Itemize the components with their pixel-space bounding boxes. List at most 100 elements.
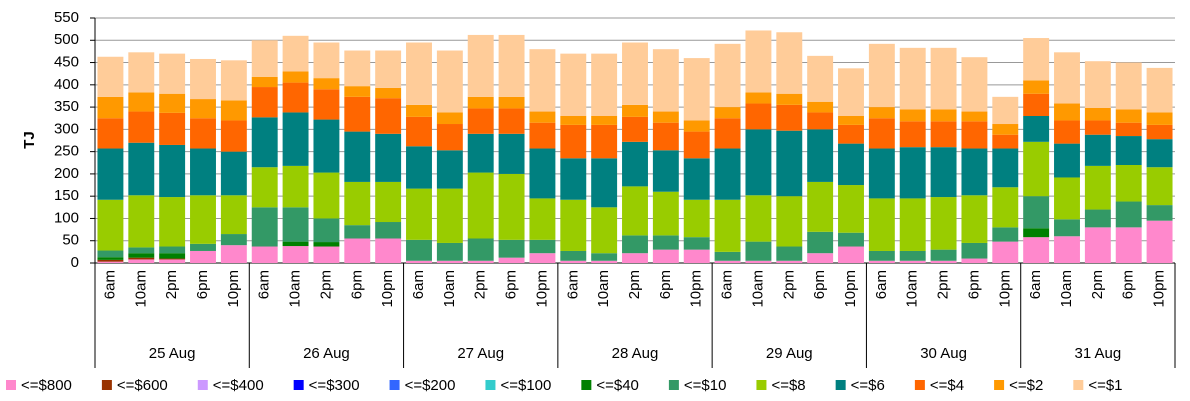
y-tick-label: 500 xyxy=(54,31,79,48)
x-tick-label: 6am xyxy=(256,270,273,299)
bar-segment xyxy=(961,258,988,263)
y-tick-label: 50 xyxy=(62,232,79,249)
bar-segment xyxy=(899,260,926,263)
bar-segment xyxy=(745,260,772,263)
bar-segment xyxy=(251,87,278,118)
bar-segment xyxy=(282,241,309,247)
bar-segment xyxy=(745,92,772,104)
y-axis-label: TJ xyxy=(21,131,38,149)
bar-segment xyxy=(1146,67,1173,113)
bar-segment xyxy=(838,143,864,186)
bar-segment xyxy=(622,186,648,236)
bar-segment xyxy=(622,141,648,187)
bar-segment xyxy=(807,101,834,113)
bar-segment xyxy=(467,96,494,109)
bar-segment xyxy=(838,124,864,144)
bar-segment xyxy=(868,250,895,261)
bar-segment xyxy=(190,148,216,196)
bar-segment xyxy=(1054,120,1080,144)
bar-segment xyxy=(776,104,803,131)
legend-label: <=$4 xyxy=(930,377,964,394)
bar-segment xyxy=(992,124,1019,135)
bar-segment xyxy=(930,260,957,263)
bar-segment xyxy=(406,188,432,240)
bar-segment xyxy=(1146,124,1173,140)
legend-marker xyxy=(389,380,400,390)
bar-segment xyxy=(807,231,834,254)
group-label: 27 Aug xyxy=(457,345,504,362)
bar-segment xyxy=(652,111,679,123)
x-tick-label: 6pm xyxy=(194,270,211,299)
bar-segment xyxy=(529,239,556,254)
x-tick-label: 6pm xyxy=(503,270,520,299)
bar-segment xyxy=(961,121,988,149)
bar-segment xyxy=(159,259,186,263)
bar-segment xyxy=(251,246,278,263)
bar-segment xyxy=(498,108,525,134)
bar-segment xyxy=(282,35,309,72)
bar-segment xyxy=(961,111,988,122)
bar-segment xyxy=(251,207,278,247)
legend-marker xyxy=(756,380,767,390)
bar-segment xyxy=(220,60,247,101)
bar-segment xyxy=(930,197,957,250)
bar-segment xyxy=(436,260,463,263)
bar-segment xyxy=(1054,236,1080,263)
bar-segment xyxy=(1023,196,1050,229)
legend-label: <=$10 xyxy=(684,377,727,394)
bar-segment xyxy=(930,147,957,198)
x-tick-label: 6am xyxy=(873,270,890,299)
bar-segment xyxy=(1115,62,1142,110)
x-tick-label: 10pm xyxy=(842,270,859,308)
x-tick-label: 10am xyxy=(132,270,149,308)
bar-segment xyxy=(97,148,124,200)
x-tick-label: 10pm xyxy=(379,270,396,308)
bar-segment xyxy=(1023,228,1050,238)
bar-segment xyxy=(899,198,926,251)
bar-segment xyxy=(282,246,309,263)
legend-label: <=$400 xyxy=(213,377,264,394)
bar-segment xyxy=(97,118,124,149)
bar-segment xyxy=(961,57,988,112)
bar-segment xyxy=(899,121,926,148)
bar-segment xyxy=(1084,120,1111,135)
legend-label: <=$40 xyxy=(596,377,639,394)
bar-segment xyxy=(1023,141,1050,197)
bar-segment xyxy=(1115,109,1142,123)
bar-segment xyxy=(807,253,834,263)
legend-marker xyxy=(293,380,304,390)
x-tick-label: 6am xyxy=(564,270,581,299)
x-tick-label: 2pm xyxy=(935,270,952,299)
bar-segment xyxy=(868,148,895,199)
bar-segment xyxy=(714,107,741,119)
bar-segment xyxy=(467,34,494,97)
legend-label: <=$800 xyxy=(21,377,72,394)
legend-label: <=$6 xyxy=(851,377,885,394)
bar-segment xyxy=(159,258,186,260)
bar-segment xyxy=(128,111,155,143)
bar-segment xyxy=(1115,201,1142,228)
bar-segment xyxy=(406,104,432,117)
bar-segment xyxy=(899,147,926,199)
bar-segment xyxy=(498,239,525,258)
x-tick-label: 2pm xyxy=(1089,270,1106,299)
bar-segment xyxy=(529,148,556,199)
bar-segment xyxy=(220,234,247,246)
bar-segment xyxy=(220,245,247,263)
bar-segment xyxy=(220,195,247,235)
bar-segment xyxy=(97,261,124,263)
bar-segment xyxy=(560,250,587,261)
bar-segment xyxy=(406,146,432,189)
group-label: 31 Aug xyxy=(1074,345,1121,362)
bar-segment xyxy=(683,199,710,238)
bar-segment xyxy=(128,253,155,258)
bar-segment xyxy=(406,260,432,263)
bar-segment xyxy=(313,119,340,173)
bar-segment xyxy=(282,165,309,208)
bar-segment xyxy=(776,130,803,197)
y-tick-label: 300 xyxy=(54,120,79,137)
bar-segment xyxy=(868,107,895,119)
bar-segment xyxy=(251,117,278,168)
bar-segment xyxy=(1115,227,1142,263)
